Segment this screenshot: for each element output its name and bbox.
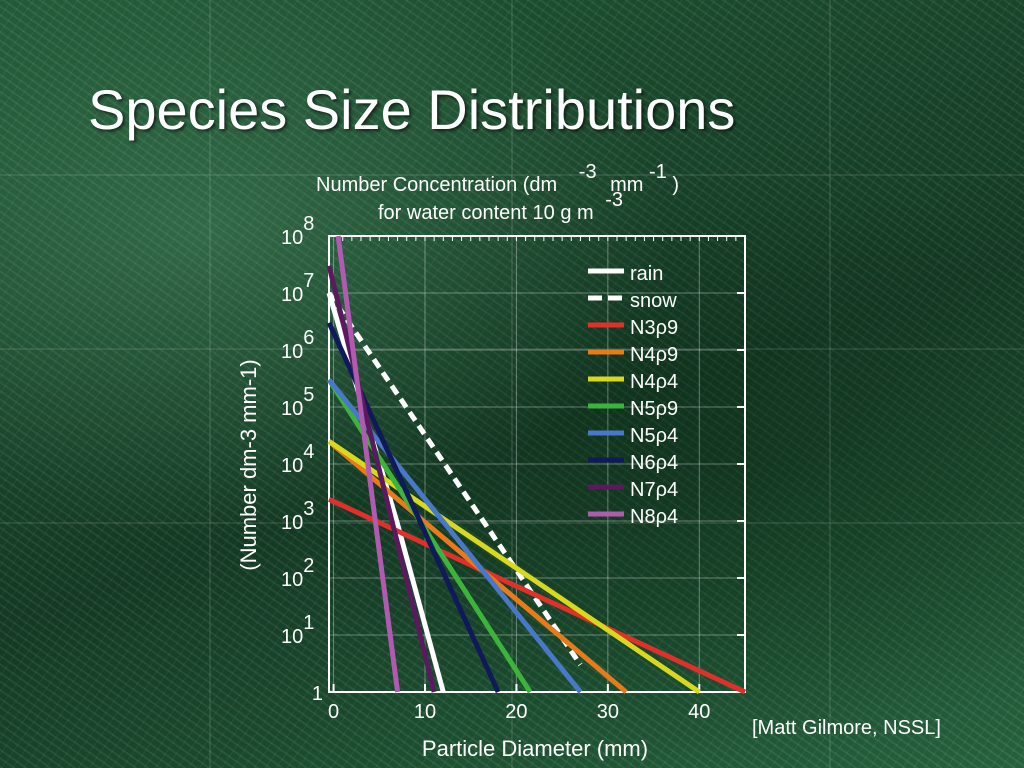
x-tick-label: 20 bbox=[505, 701, 527, 723]
y-tick-label: 108 bbox=[281, 213, 314, 249]
legend-name: N5 bbox=[630, 425, 656, 447]
x-tick-label: 40 bbox=[688, 701, 710, 723]
legend-density: ρ4 bbox=[656, 425, 679, 447]
chart-title-line2-exp: -3 bbox=[605, 189, 623, 211]
series-line-n8-4 bbox=[335, 235, 401, 693]
y-axis-label: (Number dm-3 mm-1) bbox=[236, 359, 261, 570]
legend-name: N6 bbox=[630, 452, 656, 474]
legend-density: ρ4 bbox=[656, 479, 679, 501]
y-tick-base: 10 bbox=[281, 569, 303, 591]
y-tick-exp: 5 bbox=[303, 384, 314, 406]
legend-label-rain: rain bbox=[630, 263, 663, 285]
y-tick-label: 1 bbox=[312, 683, 323, 705]
series-layer bbox=[326, 235, 747, 695]
y-tick-label: 107 bbox=[281, 270, 314, 306]
y-tick-exp: 1 bbox=[303, 612, 314, 634]
series-line-n7-4 bbox=[326, 265, 437, 693]
legend-density: ρ9 bbox=[656, 398, 679, 420]
y-tick-base: 10 bbox=[281, 512, 303, 534]
legend-density: ρ9 bbox=[656, 317, 679, 339]
y-tick-label: 101 bbox=[281, 612, 314, 648]
legend-density: ρ9 bbox=[656, 344, 679, 366]
legend-name: N4 bbox=[630, 344, 656, 366]
legend-label-n5-9: N5ρ9 bbox=[630, 398, 678, 420]
y-tick-label: 102 bbox=[281, 555, 314, 591]
y-tick-base: 10 bbox=[281, 227, 303, 249]
legend-name: N8 bbox=[630, 506, 656, 528]
y-tick-base: 10 bbox=[281, 398, 303, 420]
y-tick-label: 104 bbox=[281, 441, 314, 477]
y-tick-exp: 6 bbox=[303, 327, 314, 349]
y-tick-exp: 2 bbox=[303, 555, 314, 577]
x-tick-label: 0 bbox=[328, 701, 339, 723]
y-tick-base: 10 bbox=[281, 626, 303, 648]
chart-title-exp2: -1 bbox=[649, 161, 667, 183]
y-tick-exp: 7 bbox=[303, 270, 314, 292]
x-tick-label: 10 bbox=[414, 701, 436, 723]
y-tick-label: 105 bbox=[281, 384, 314, 420]
legend-label-n8-4: N8ρ4 bbox=[630, 506, 678, 528]
y-tick-base: 10 bbox=[281, 341, 303, 363]
chart-title-line2: for water content 10 g m -3 bbox=[378, 189, 623, 224]
y-tick-base: 10 bbox=[281, 284, 303, 306]
y-tick-label: 103 bbox=[281, 498, 314, 534]
chart-title-line1: Number Concentration (dm -3 mm -1 ) bbox=[316, 161, 679, 196]
y-tick-exp: 4 bbox=[303, 441, 314, 463]
series-line-snow bbox=[326, 291, 583, 667]
legend-name: rain bbox=[630, 263, 663, 285]
legend-name: N4 bbox=[630, 371, 656, 393]
legend-label-n4-9: N4ρ9 bbox=[630, 344, 678, 366]
y-tick-base: 10 bbox=[281, 455, 303, 477]
legend-density: ρ4 bbox=[656, 506, 679, 528]
legend-label-n3-9: N3ρ9 bbox=[630, 317, 678, 339]
legend-label-snow: snow bbox=[630, 290, 677, 312]
series-line-n3-9 bbox=[327, 497, 747, 695]
legend-label-n7-4: N7ρ4 bbox=[630, 479, 678, 501]
x-axis-label: Particle Diameter (mm) bbox=[422, 736, 648, 761]
series-line-n4-4 bbox=[327, 439, 701, 695]
slide-title: Species Size Distributions bbox=[88, 78, 736, 141]
legend-name: N7 bbox=[630, 479, 656, 501]
legend-density: ρ4 bbox=[656, 452, 679, 474]
y-tick-exp: 8 bbox=[303, 213, 314, 235]
legend-label-n6-4: N6ρ4 bbox=[630, 452, 678, 474]
chart-title-exp1: -3 bbox=[579, 161, 597, 183]
credit-note: [Matt Gilmore, NSSL] bbox=[752, 717, 941, 739]
chart-title-end: ) bbox=[672, 174, 679, 196]
x-tick-label: 30 bbox=[597, 701, 619, 723]
y-tick-exp: 3 bbox=[303, 498, 314, 520]
legend-label-n5-4: N5ρ4 bbox=[630, 425, 678, 447]
chart-title-line2-text: for water content 10 g m bbox=[378, 202, 594, 224]
legend-name: snow bbox=[630, 290, 677, 312]
legend-name: N5 bbox=[630, 398, 656, 420]
legend-label-n4-4: N4ρ4 bbox=[630, 371, 678, 393]
legend-density: ρ4 bbox=[656, 371, 679, 393]
chart-title-mid: mm bbox=[610, 174, 643, 196]
y-tick-label: 106 bbox=[281, 327, 314, 363]
legend-name: N3 bbox=[630, 317, 656, 339]
chart-title-part1: Number Concentration (dm bbox=[316, 174, 557, 196]
